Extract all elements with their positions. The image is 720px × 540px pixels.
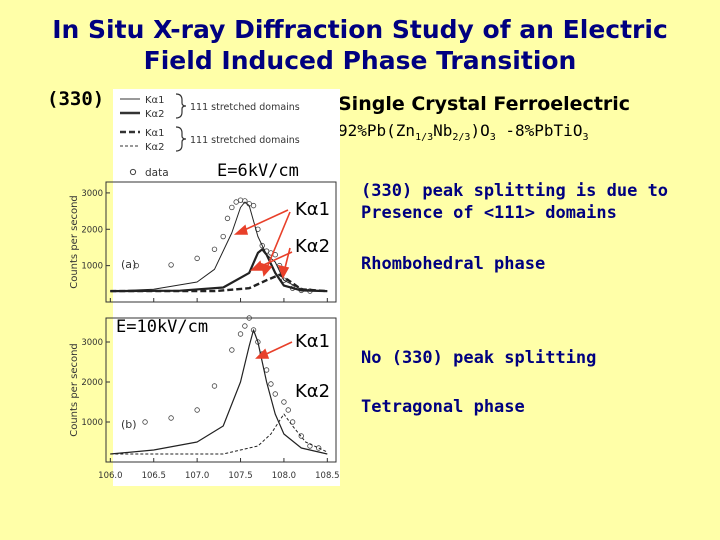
ka1-label-b: Kα1 <box>295 331 331 352</box>
fit-curve <box>110 329 328 455</box>
data-point <box>246 315 252 321</box>
arrowhead <box>260 262 273 277</box>
formula-part: 92%Pb(Zn <box>338 121 416 140</box>
x-tick-label: 108.0 <box>272 471 296 481</box>
formula-sub: 2/3 <box>452 132 471 144</box>
data-point <box>142 419 148 425</box>
field-label-a: E=6kV/cm <box>217 161 299 181</box>
data-point <box>242 198 248 204</box>
y-tick-label: 1000 <box>81 262 103 272</box>
title-line-1: In Situ X-ray Diffraction Study of an El… <box>52 15 668 44</box>
formula-sub: 3 <box>489 132 496 144</box>
note-tetragonal: Tetragonal phase <box>361 397 525 417</box>
data-point <box>298 433 304 439</box>
data-point <box>242 323 248 329</box>
figure-legend: Kα1 Kα2 Kα1 Kα2 111 stretched domains 11… <box>120 93 300 179</box>
data-point <box>229 204 235 211</box>
formula-part: Nb <box>433 121 453 140</box>
data-point <box>194 407 200 413</box>
ka2-label-b: Kα2 <box>295 381 331 402</box>
y-tick-label: 2000 <box>81 225 103 235</box>
x-tick-label: 106.5 <box>142 471 166 481</box>
data-point <box>285 407 291 413</box>
data-point <box>268 381 274 387</box>
data-point <box>272 391 278 397</box>
data-point <box>250 202 257 209</box>
composition-formula: 92%Pb(Zn1/3Nb2/3)O3 -8%PbTiO3 <box>338 121 588 143</box>
fit-curve <box>110 248 328 293</box>
y-axis-label: Counts per second <box>69 343 80 437</box>
formula-part: -8%PbTiO <box>495 121 583 140</box>
y-tick-label: 2000 <box>81 378 103 388</box>
data-point <box>237 331 244 337</box>
plot-frame <box>105 181 337 303</box>
arrowhead <box>255 348 270 359</box>
formula-part: )O <box>470 121 490 140</box>
x-tick-label: 107.0 <box>185 471 209 481</box>
plot-frame <box>105 317 337 463</box>
data-point <box>250 327 257 333</box>
fit-curve <box>110 413 328 455</box>
crystal-title: Single Crystal Ferroelectric <box>338 93 631 115</box>
y-tick-label: 3000 <box>81 338 103 348</box>
arrowhead <box>233 224 249 235</box>
arrow-ka1-a <box>239 209 289 233</box>
ka2-label-a: Kα2 <box>295 236 331 257</box>
data-point <box>229 347 235 353</box>
legend-data-marker <box>129 168 137 176</box>
data-point <box>211 383 218 389</box>
arrow-ka2-a2 <box>256 251 293 269</box>
legend-stretched-2: 111 stretched domains <box>190 135 300 146</box>
note-line-1: (330) peak splitting is due to <box>361 181 669 201</box>
field-label-b: E=10kV/cm <box>116 317 209 337</box>
legend-brace-2 <box>175 126 187 152</box>
data-point <box>220 233 226 240</box>
plot-panel-b: 1000 2000 3000 106.0 106.5 107.0 107.5 108.0 108… <box>69 315 339 481</box>
note-peak-splitting: (330) peak splitting is due to Presence … <box>361 180 668 224</box>
legend-k4: Kα2 <box>145 142 165 153</box>
data-point <box>168 415 174 421</box>
title-line-2: Field Induced Phase Transition <box>143 46 577 75</box>
y-axis-label: Counts per second <box>69 195 80 289</box>
panel-label: (a) <box>121 258 136 271</box>
data-point <box>133 262 140 269</box>
arrowhead <box>277 264 290 279</box>
data-point <box>315 445 322 451</box>
x-tick-label: 106.0 <box>98 471 122 481</box>
data-point <box>281 399 287 405</box>
figure-background <box>113 89 340 486</box>
legend-k2: Kα2 <box>145 109 165 120</box>
data-point <box>168 262 174 268</box>
legend-k3: Kα1 <box>145 128 165 139</box>
legend-data: data <box>145 167 169 179</box>
data-point <box>259 242 265 249</box>
formula-sub: 1/3 <box>415 132 434 144</box>
x-tick-label: 108.5 <box>315 471 339 481</box>
note-rhombohedral: Rhombohedral phase <box>361 254 546 274</box>
peak-label: (330) <box>47 88 105 110</box>
legend-brace-1 <box>175 93 187 119</box>
x-tick-label: 107.5 <box>228 471 252 481</box>
y-tick-label: 1000 <box>81 418 103 428</box>
legend-k1: Kα1 <box>145 95 165 106</box>
annotation-arrows <box>233 209 293 359</box>
legend-stretched-1: 111 stretched domains <box>190 102 300 113</box>
note-no-splitting: No (330) peak splitting <box>361 348 597 368</box>
note-line-2: Presence of <111> domains <box>361 203 617 223</box>
formula-sub: 3 <box>582 132 589 144</box>
data-point <box>224 215 231 222</box>
ka1-label-a: Kα1 <box>295 199 331 220</box>
fit-curve <box>110 273 328 293</box>
y-tick-label: 3000 <box>81 189 103 199</box>
data-point <box>194 255 200 262</box>
data-point <box>233 199 239 205</box>
arrowhead <box>250 260 264 271</box>
panel-label: (b) <box>121 418 137 431</box>
slide-title: In Situ X-ray Diffraction Study of an El… <box>0 14 720 76</box>
data-point <box>211 246 218 252</box>
arrow-ka1-a2 <box>265 211 291 271</box>
